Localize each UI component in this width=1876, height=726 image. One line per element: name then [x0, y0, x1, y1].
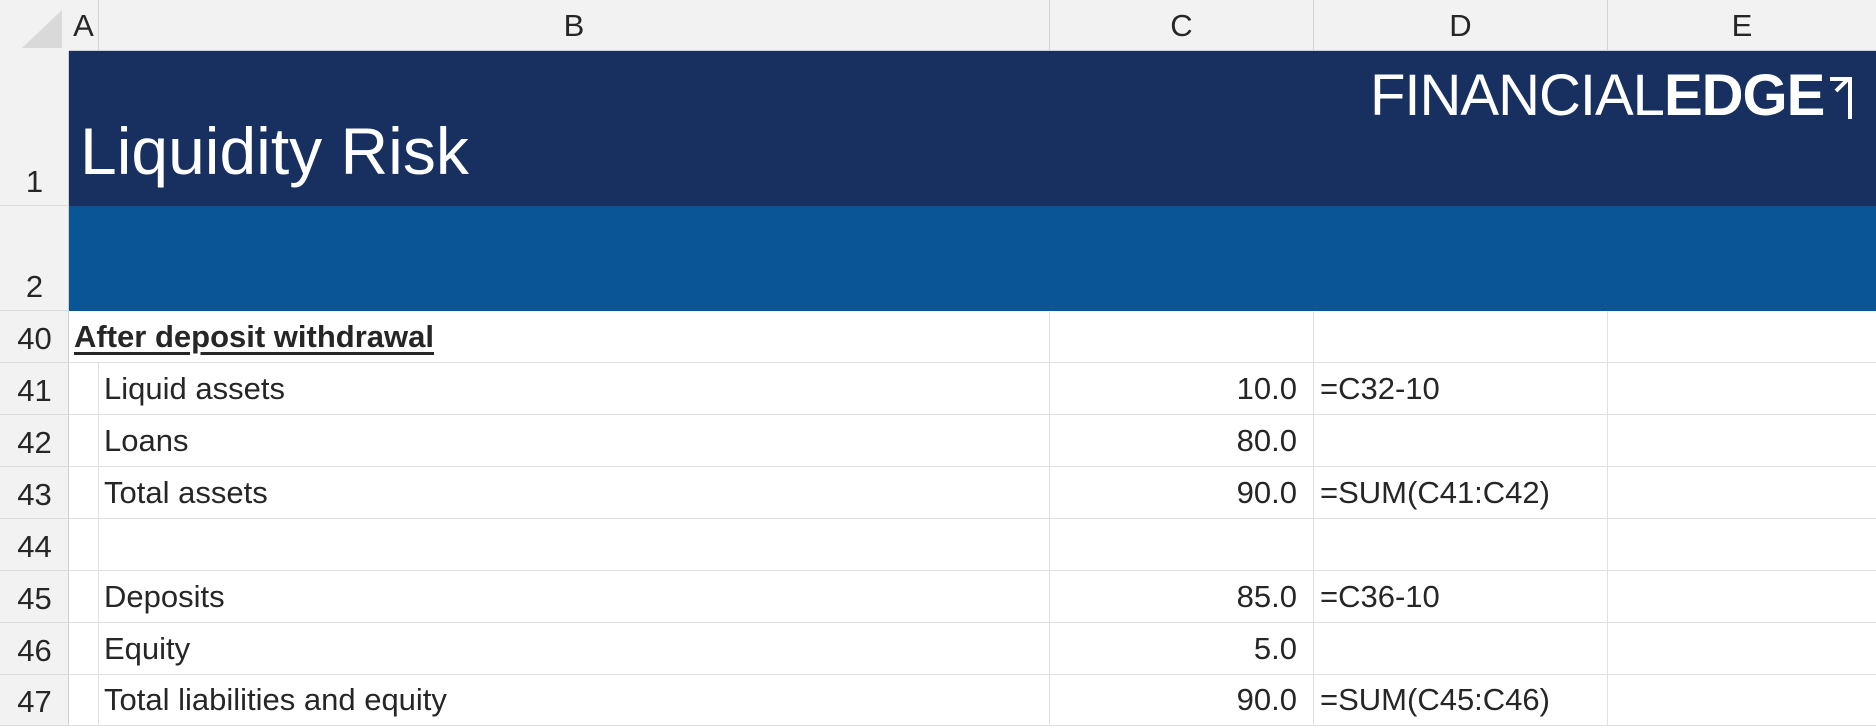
- column-header-bar: [0, 0, 1876, 51]
- subtitle-banner[interactable]: [69, 206, 1876, 311]
- cell-a46[interactable]: [69, 623, 99, 675]
- row-header-45[interactable]: 45: [0, 571, 69, 623]
- cell-e42[interactable]: [1608, 415, 1876, 467]
- column-header-e[interactable]: E: [1731, 7, 1753, 43]
- logo-text-light: FINANCIAL: [1370, 63, 1665, 128]
- cell-d47-formula[interactable]: =SUM(C45:C46): [1314, 675, 1608, 726]
- select-all-triangle-icon: [22, 10, 62, 48]
- cell-d45-formula[interactable]: =C36-10: [1314, 571, 1608, 623]
- cell-e45[interactable]: [1608, 571, 1876, 623]
- cell-b45-label[interactable]: Deposits: [99, 571, 1050, 623]
- cell-e43[interactable]: [1608, 467, 1876, 519]
- section-heading[interactable]: After deposit withdrawal: [69, 311, 1050, 363]
- cell-b43-label[interactable]: Total assets: [99, 467, 1050, 519]
- page-title: Liquidity Risk: [80, 114, 469, 188]
- cell-d44-formula[interactable]: [1314, 519, 1608, 571]
- cell-b42-label[interactable]: Loans: [99, 415, 1050, 467]
- cell-a45[interactable]: [69, 571, 99, 623]
- financial-edge-logo: FINANCIAL EDGE: [1370, 64, 1854, 128]
- cell-c47-value[interactable]: 90.0: [1050, 675, 1314, 726]
- row-header-41[interactable]: 41: [0, 363, 69, 415]
- cell-c42-value[interactable]: 80.0: [1050, 415, 1314, 467]
- logo-arrow-icon: [1830, 77, 1853, 119]
- title-banner[interactable]: [69, 51, 1876, 206]
- cell-a43[interactable]: [69, 467, 99, 519]
- cell-b41-label[interactable]: Liquid assets: [99, 363, 1050, 415]
- cell-e44[interactable]: [1608, 519, 1876, 571]
- row-header-44[interactable]: 44: [0, 519, 69, 571]
- cell-c41-value[interactable]: 10.0: [1050, 363, 1314, 415]
- row-header-43[interactable]: 43: [0, 467, 69, 519]
- cell-a42[interactable]: [69, 415, 99, 467]
- cell-b47-label[interactable]: Total liabilities and equity: [99, 675, 1050, 726]
- row-header-42[interactable]: 42: [0, 415, 69, 467]
- row-header-2[interactable]: 2: [0, 206, 69, 311]
- column-header-a[interactable]: A: [69, 0, 99, 51]
- cell-c46-value[interactable]: 5.0: [1050, 623, 1314, 675]
- row-header-47[interactable]: 47: [0, 675, 69, 726]
- cell-c45-value[interactable]: 85.0: [1050, 571, 1314, 623]
- cell-a44[interactable]: [69, 519, 99, 571]
- cell-e40[interactable]: [1608, 311, 1876, 363]
- cell-d41-formula[interactable]: =C32-10: [1314, 363, 1608, 415]
- cell-e46[interactable]: [1608, 623, 1876, 675]
- column-header-d[interactable]: D: [1314, 0, 1608, 51]
- cell-d42-formula[interactable]: [1314, 415, 1608, 467]
- column-header-b[interactable]: B: [99, 0, 1050, 51]
- cell-b44-label[interactable]: [99, 519, 1050, 571]
- cell-d43-formula[interactable]: =SUM(C41:C42): [1314, 467, 1608, 519]
- cell-c44-value[interactable]: [1050, 519, 1314, 571]
- cell-d40[interactable]: [1314, 311, 1608, 363]
- cell-d46-formula[interactable]: [1314, 623, 1608, 675]
- column-header-c[interactable]: C: [1050, 0, 1314, 51]
- cell-e47[interactable]: [1608, 675, 1876, 726]
- cell-e41[interactable]: [1608, 363, 1876, 415]
- row-header-46[interactable]: 46: [0, 623, 69, 675]
- row-header-column: [0, 51, 69, 726]
- cell-c43-value[interactable]: 90.0: [1050, 467, 1314, 519]
- logo-text-bold: EDGE: [1663, 63, 1825, 128]
- select-all-corner[interactable]: [0, 0, 69, 51]
- cell-a41[interactable]: [69, 363, 99, 415]
- cell-c40[interactable]: [1050, 311, 1314, 363]
- cell-b46-label[interactable]: Equity: [99, 623, 1050, 675]
- row-header-1[interactable]: 1: [0, 51, 69, 206]
- cell-a47[interactable]: [69, 675, 99, 726]
- row-header-40[interactable]: 40: [0, 311, 69, 363]
